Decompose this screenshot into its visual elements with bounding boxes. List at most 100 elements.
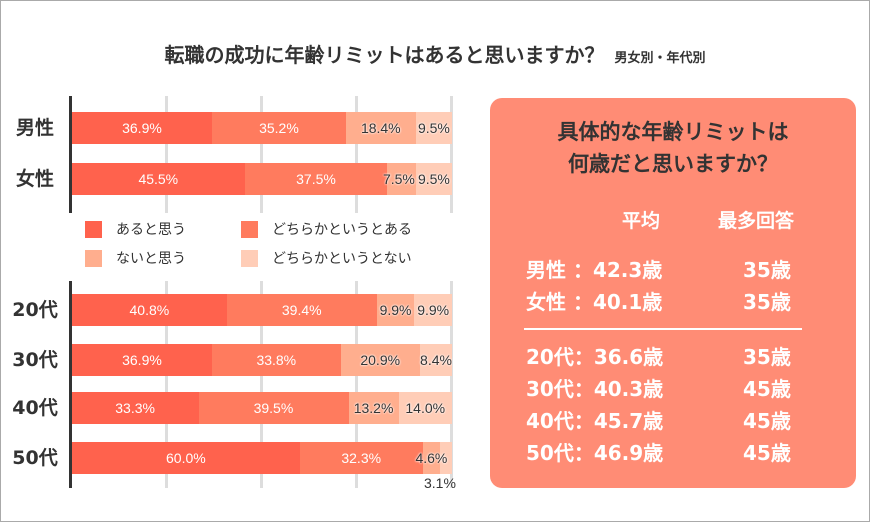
gridline — [165, 281, 168, 488]
row-label: 男性 — [15, 117, 54, 139]
data-label: 33.3% — [115, 400, 155, 416]
mode-value: 35歳 — [743, 290, 791, 314]
data-label: 9.9% — [379, 302, 412, 318]
data-label: 14.0% — [405, 400, 446, 416]
gridline — [260, 96, 263, 213]
subtitle: 男女別・年代別 — [614, 51, 706, 66]
legend-label: あると思う — [116, 222, 186, 238]
bar-segment — [72, 163, 245, 195]
bar-segment — [420, 344, 452, 376]
data-label: 9.9% — [417, 302, 450, 318]
data-label: 8.4% — [420, 352, 452, 368]
legend-swatch — [85, 249, 102, 267]
data-label: 40.8% — [129, 302, 170, 318]
title-text: 転職の成功に年齢リミットはあると思いますか？ — [164, 43, 605, 67]
row-label: 50代 — [12, 447, 58, 469]
bar-segment — [345, 112, 416, 144]
panel-title-line1: 具体的な年齢リミットは — [557, 120, 789, 144]
bar-segment — [227, 294, 377, 326]
axis-line — [69, 96, 72, 213]
data-label: 9.5% — [417, 120, 450, 136]
bar-segment — [440, 442, 452, 474]
data-label: 37.5% — [296, 171, 336, 187]
row-label: 女性 — [15, 168, 54, 190]
legend-swatch — [85, 220, 102, 238]
age-limit-panel: 具体的な年齢リミットは 何歳だと思いますか？ 平均 最多回答 男性 ：42.3歳 3… — [490, 98, 856, 488]
legend-label: どちらかというとない — [272, 251, 412, 267]
data-label: 3.1% — [424, 475, 456, 491]
mode-value: 45歳 — [743, 409, 791, 433]
legend-item: あると思う — [85, 219, 186, 239]
row-label: 20代 — [12, 299, 58, 321]
gridline — [355, 281, 358, 488]
panel-row: 50代：46.9歳 45歳 — [526, 439, 791, 467]
mode-value: 35歳 — [743, 345, 791, 369]
data-label: 36.9% — [122, 120, 162, 136]
legend-item: どちらかというとある — [241, 219, 412, 239]
bar-segment — [398, 392, 452, 424]
axis-line — [69, 281, 72, 488]
data-label: 18.4% — [360, 120, 401, 136]
panel-row: 40代：45.7歳 45歳 — [526, 407, 791, 435]
legend-label: どちらかというとある — [272, 222, 412, 238]
average-value: 30代：40.3歳 — [526, 377, 664, 401]
bar-segment — [212, 344, 341, 376]
stacked-bar: 40.8% 39.4% 9.9% 9.9% — [72, 294, 452, 326]
bar-segment — [348, 392, 399, 424]
average-value: 女性 ：40.1歳 — [526, 290, 663, 314]
data-label: 20.9% — [360, 352, 401, 368]
data-label: 39.4% — [281, 302, 322, 318]
header-average: 平均 — [622, 210, 661, 232]
stacked-bar: 36.9% 35.2% 18.4% 9.5% — [72, 112, 452, 144]
stacked-bar: 33.3% 39.5% 13.2% 14.0% — [72, 392, 452, 424]
panel-row: 30代：40.3歳 45歳 — [526, 375, 791, 403]
bar-segment — [387, 163, 416, 195]
legend-swatch — [241, 249, 258, 267]
legend-item: ないと思う — [85, 248, 186, 268]
gridline — [450, 96, 453, 213]
chart-title: 転職の成功に年齢リミットはあると思いますか？ 男女別・年代別 — [1, 39, 869, 68]
row-label: 30代 — [12, 349, 58, 371]
bar-segment — [72, 112, 213, 144]
stacked-bar: 45.5% 37.5% 7.5% 9.5% — [72, 163, 452, 195]
bar-segment — [244, 163, 388, 195]
panel-row: 女性 ：40.1歳 35歳 — [526, 288, 791, 316]
data-label: 60.0% — [166, 450, 206, 466]
data-label: 4.6% — [415, 450, 448, 466]
mode-value: 45歳 — [743, 377, 791, 401]
data-label: 7.5% — [382, 171, 415, 187]
panel-row: 男性 ：42.3歳 35歳 — [526, 256, 791, 284]
bar-segment — [72, 442, 300, 474]
data-label: 9.5% — [417, 171, 450, 187]
panel-title-line2: 何歳だと思いますか？ — [568, 152, 778, 176]
average-value: 20代：36.6歳 — [526, 345, 664, 369]
bar-segment — [212, 112, 346, 144]
row-label: 40代 — [12, 397, 58, 419]
gridline — [450, 281, 453, 488]
data-label: 36.9% — [122, 352, 162, 368]
data-label: 33.8% — [256, 352, 297, 368]
average-value: 40代：45.7歳 — [526, 409, 664, 433]
gridline — [260, 281, 263, 488]
legend-item: どちらかというとない — [241, 248, 412, 268]
bar-segment — [415, 163, 452, 195]
average-value: 男性 ：42.3歳 — [526, 258, 663, 282]
bar-segment — [198, 392, 349, 424]
bar-segment — [72, 344, 213, 376]
bar-segment — [376, 294, 415, 326]
panel-row: 20代：36.6歳 35歳 — [526, 343, 791, 371]
bar-segment — [300, 442, 423, 474]
bar-segment — [422, 442, 441, 474]
divider — [524, 328, 802, 330]
mode-value: 45歳 — [743, 441, 791, 465]
data-label: 39.5% — [253, 400, 294, 416]
bar-segment — [414, 294, 452, 326]
gridline — [165, 96, 168, 213]
bar-segment — [340, 344, 421, 376]
panel-title: 具体的な年齢リミットは 何歳だと思いますか？ — [490, 116, 856, 180]
bar-segment — [415, 112, 452, 144]
legend-label: ないと思う — [116, 251, 186, 267]
bar-segment — [72, 392, 199, 424]
stacked-bar: 36.9% 33.8% 20.9% 8.4% — [72, 344, 452, 376]
